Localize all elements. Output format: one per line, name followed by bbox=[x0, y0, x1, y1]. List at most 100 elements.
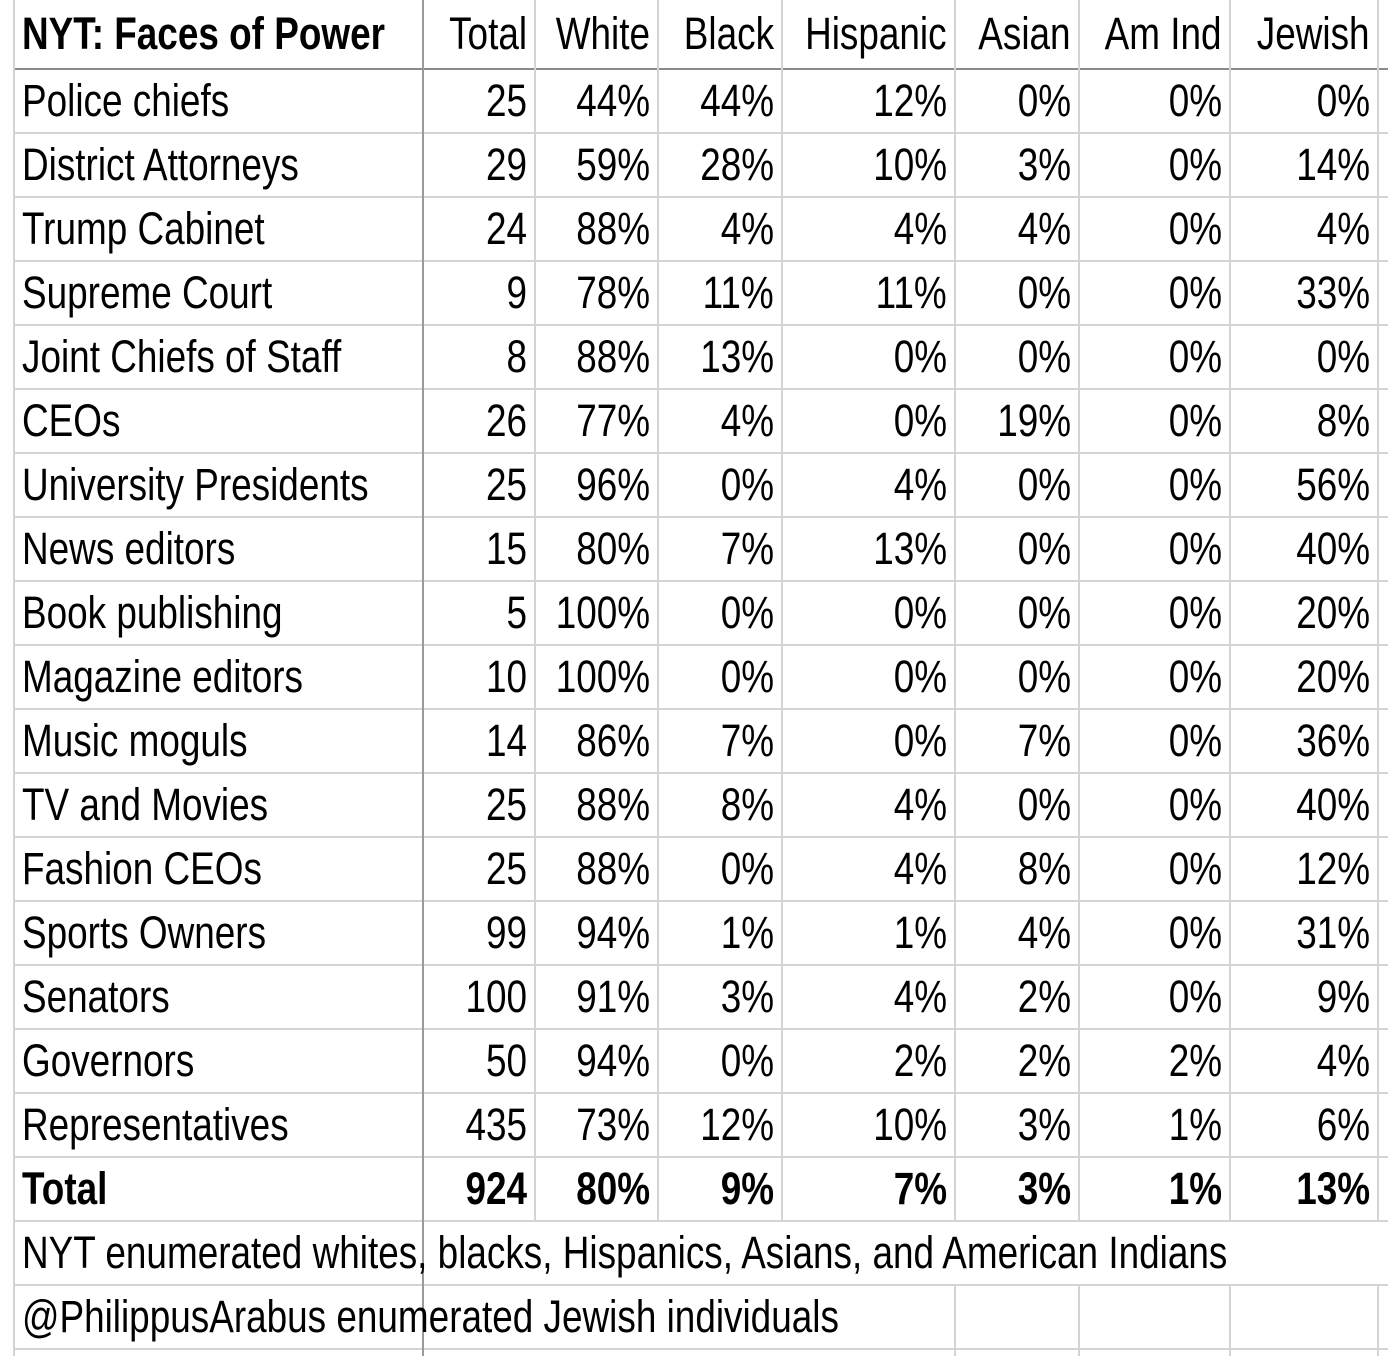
grid-line bbox=[14, 196, 1388, 198]
cell-value: 7% bbox=[720, 523, 774, 574]
cell-value: 0% bbox=[1168, 75, 1222, 126]
cell-value: 44% bbox=[576, 75, 650, 126]
cell-value: 4% bbox=[893, 843, 947, 894]
grid-line bbox=[14, 580, 1388, 582]
cell-value: 0% bbox=[893, 331, 947, 382]
grid-line bbox=[1229, 0, 1231, 1356]
cell-value: 99 bbox=[485, 907, 527, 958]
cell-value: Am Ind bbox=[1105, 8, 1222, 59]
cell-value: 9 bbox=[506, 267, 527, 318]
cell-value: 25 bbox=[485, 75, 527, 126]
grid-line bbox=[14, 388, 1388, 390]
cell-value: 0% bbox=[1316, 331, 1370, 382]
note-bg bbox=[424, 1222, 1388, 1284]
cell-value: 4% bbox=[1017, 907, 1071, 958]
grid-line bbox=[14, 644, 1388, 646]
cell-value: 0% bbox=[1168, 587, 1222, 638]
cell-value: 0% bbox=[1168, 779, 1222, 830]
grid-line bbox=[14, 452, 1388, 454]
cell-value: 0% bbox=[893, 587, 947, 638]
cell-value: 40% bbox=[1296, 779, 1370, 830]
cell-value: 3% bbox=[1017, 139, 1071, 190]
cell-value: 1% bbox=[893, 907, 947, 958]
cell-value: 4% bbox=[1017, 203, 1071, 254]
cell-value: 96% bbox=[576, 459, 650, 510]
cell-value: 3% bbox=[720, 971, 774, 1022]
row-label: Trump Cabinet bbox=[22, 203, 265, 254]
cell-value: 10% bbox=[873, 139, 947, 190]
cell-value: 80% bbox=[576, 523, 650, 574]
cell-value: 0% bbox=[1017, 267, 1071, 318]
cell-value: 8% bbox=[1017, 843, 1071, 894]
cell-value: 88% bbox=[576, 779, 650, 830]
cell-value: 80% bbox=[576, 1163, 650, 1214]
cell-value: 100% bbox=[555, 651, 650, 702]
cell-value: 88% bbox=[576, 843, 650, 894]
cell-value: 31% bbox=[1296, 907, 1370, 958]
cell-value: 1% bbox=[1168, 1099, 1222, 1150]
grid-line bbox=[1078, 0, 1080, 1356]
cell-value: 1% bbox=[720, 907, 774, 958]
grid-line bbox=[14, 1028, 1388, 1030]
cell-value: 2% bbox=[893, 1035, 947, 1086]
cell-value: 0% bbox=[893, 651, 947, 702]
cell-value: 25 bbox=[485, 779, 527, 830]
cell-value: 0% bbox=[720, 651, 774, 702]
grid-line bbox=[534, 0, 536, 1221]
cell-value: 3% bbox=[1017, 1163, 1071, 1214]
cell-value: Asian bbox=[978, 8, 1071, 59]
cell-value: 14 bbox=[485, 715, 527, 766]
cell-value: Black bbox=[683, 8, 774, 59]
row-label: District Attorneys bbox=[22, 139, 299, 190]
cell-value: 2% bbox=[1017, 1035, 1071, 1086]
cell-value: 0% bbox=[1017, 331, 1071, 382]
row-label: Sports Owners bbox=[22, 907, 267, 958]
cell-value: 13% bbox=[700, 331, 774, 382]
note: @PhilippusArabus enumerated Jewish indiv… bbox=[22, 1291, 839, 1342]
grid-line bbox=[14, 772, 1388, 774]
row-label: CEOs bbox=[22, 395, 121, 446]
cell-value: 0% bbox=[1168, 267, 1222, 318]
cell-value: 0% bbox=[1168, 715, 1222, 766]
cell-value: 8% bbox=[720, 779, 774, 830]
row-label: TV and Movies bbox=[22, 779, 269, 830]
cell-value: 0% bbox=[1168, 971, 1222, 1022]
cell-value: 40% bbox=[1296, 523, 1370, 574]
cell-value: 7% bbox=[1017, 715, 1071, 766]
grid-line bbox=[14, 516, 1388, 518]
grid-line bbox=[14, 708, 1388, 710]
cell-value: 94% bbox=[576, 907, 650, 958]
grid-line bbox=[14, 68, 1388, 70]
cell-value: Total bbox=[449, 8, 527, 59]
grid-line bbox=[14, 132, 1388, 134]
cell-value: 0% bbox=[1168, 459, 1222, 510]
row-label: News editors bbox=[22, 523, 236, 574]
cell-value: 0% bbox=[893, 395, 947, 446]
row-label: Representatives bbox=[22, 1099, 289, 1150]
cell-value: 12% bbox=[700, 1099, 774, 1150]
cell-value: 0% bbox=[720, 843, 774, 894]
row-label: Total bbox=[22, 1163, 108, 1214]
cell-value: 33% bbox=[1296, 267, 1370, 318]
cell-value: 11% bbox=[875, 267, 947, 318]
cell-value: 0% bbox=[720, 587, 774, 638]
cell-value: 100% bbox=[555, 587, 650, 638]
row-label: Supreme Court bbox=[22, 267, 273, 318]
cell-value: 0% bbox=[1168, 843, 1222, 894]
note: NYT enumerated whites, blacks, Hispanics… bbox=[22, 1227, 1228, 1278]
cell-value: 2% bbox=[1168, 1035, 1222, 1086]
cell-value: 15 bbox=[485, 523, 527, 574]
cell-value: 924 bbox=[465, 1163, 527, 1214]
cell-value: 8% bbox=[1316, 395, 1370, 446]
cell-value: 0% bbox=[720, 1035, 774, 1086]
cell-value: 0% bbox=[1168, 331, 1222, 382]
row-label: Governors bbox=[22, 1035, 195, 1086]
cell-value: 0% bbox=[1168, 907, 1222, 958]
cell-value: 13% bbox=[873, 523, 947, 574]
cell-value: 2% bbox=[1017, 971, 1071, 1022]
cell-value: 0% bbox=[1017, 75, 1071, 126]
cell-value: 4% bbox=[1316, 1035, 1370, 1086]
cell-value: 0% bbox=[1017, 587, 1071, 638]
row-label: Joint Chiefs of Staff bbox=[22, 331, 342, 382]
cell-value: 20% bbox=[1296, 587, 1370, 638]
